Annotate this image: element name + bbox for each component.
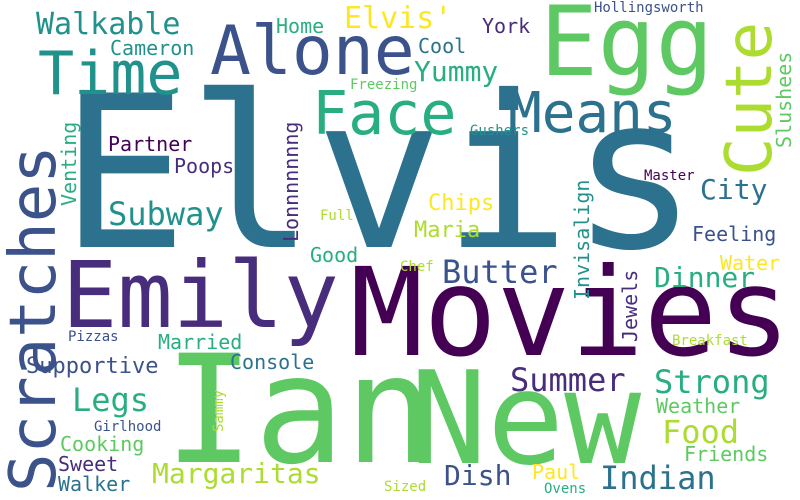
word-home: Home — [276, 14, 325, 38]
word-indian: Indian — [600, 459, 716, 497]
word-time: Time — [38, 39, 183, 109]
word-water: Water — [720, 251, 781, 275]
word-alone: Alone — [210, 12, 415, 91]
word-margaritas: Margaritas — [152, 457, 321, 490]
word-chips: Chips — [428, 191, 495, 216]
word-dish: Dish — [444, 459, 512, 492]
word-sweet: Sweet — [58, 452, 119, 476]
word-city: City — [700, 173, 768, 206]
word-lonnnnnnng: Lonnnnnnng — [279, 121, 303, 242]
word-walker: Walker — [58, 472, 131, 496]
word-maria: Maria — [414, 218, 481, 243]
word-egg: Egg — [540, 0, 714, 98]
word-friends: Friends — [684, 442, 769, 466]
word-supportive: Supportive — [26, 354, 159, 379]
word-good: Good — [310, 243, 359, 267]
word-weather: Weather — [656, 394, 741, 418]
word-feeling: Feeling — [692, 222, 777, 246]
word-dinner: Dinner — [654, 261, 756, 294]
word-sammy: Sammy — [211, 389, 227, 432]
word-freezing: Freezing — [350, 77, 418, 93]
word-subway: Subway — [108, 195, 224, 233]
word-elvis-apos: Elvis' — [344, 1, 453, 36]
word-master: Master — [644, 168, 695, 184]
word-chef: Chef — [400, 259, 434, 275]
word-slushees: Slushees — [772, 51, 796, 148]
word-sized: Sized — [384, 479, 427, 495]
word-paul: Paul — [532, 460, 581, 484]
word-ovens: Ovens — [544, 481, 587, 497]
word-hollingsworth: Hollingsworth — [594, 0, 704, 16]
word-girlhood: Girlhood — [94, 419, 162, 435]
word-elvis: Elvis — [60, 50, 699, 297]
word-partner: Partner — [108, 132, 193, 156]
word-emily: Emily — [62, 242, 339, 349]
word-means: Means — [508, 81, 677, 146]
word-walkable: Walkable — [36, 7, 181, 42]
word-gushers: Gushers — [470, 123, 530, 139]
word-butter: Butter — [442, 253, 558, 291]
word-cooking: Cooking — [60, 432, 145, 456]
word-strong: Strong — [654, 363, 770, 401]
word-new: New — [410, 345, 642, 494]
word-poops: Poops — [174, 154, 235, 178]
word-face: Face — [312, 79, 457, 149]
word-legs: Legs — [72, 381, 150, 419]
word-movies: Movies — [350, 242, 791, 384]
word-jewels: Jewels — [618, 269, 642, 342]
word-cameron: Cameron — [110, 36, 195, 60]
word-full: Full — [320, 208, 354, 224]
word-venting: Venting — [57, 121, 81, 206]
word-married: Married — [158, 330, 243, 354]
word-summer: Summer — [510, 361, 626, 399]
word-pizzas: Pizzas — [68, 329, 119, 345]
word-food: Food — [662, 413, 740, 451]
word-ian: Ian — [164, 324, 435, 498]
word-york: York — [482, 14, 531, 38]
word-breakfast: Breakfast — [672, 333, 748, 349]
word-cool: Cool — [418, 34, 467, 58]
word-console: Console — [230, 350, 315, 374]
word-yummy: Yummy — [414, 55, 499, 88]
word-invisalign: Invisalign — [570, 179, 594, 300]
